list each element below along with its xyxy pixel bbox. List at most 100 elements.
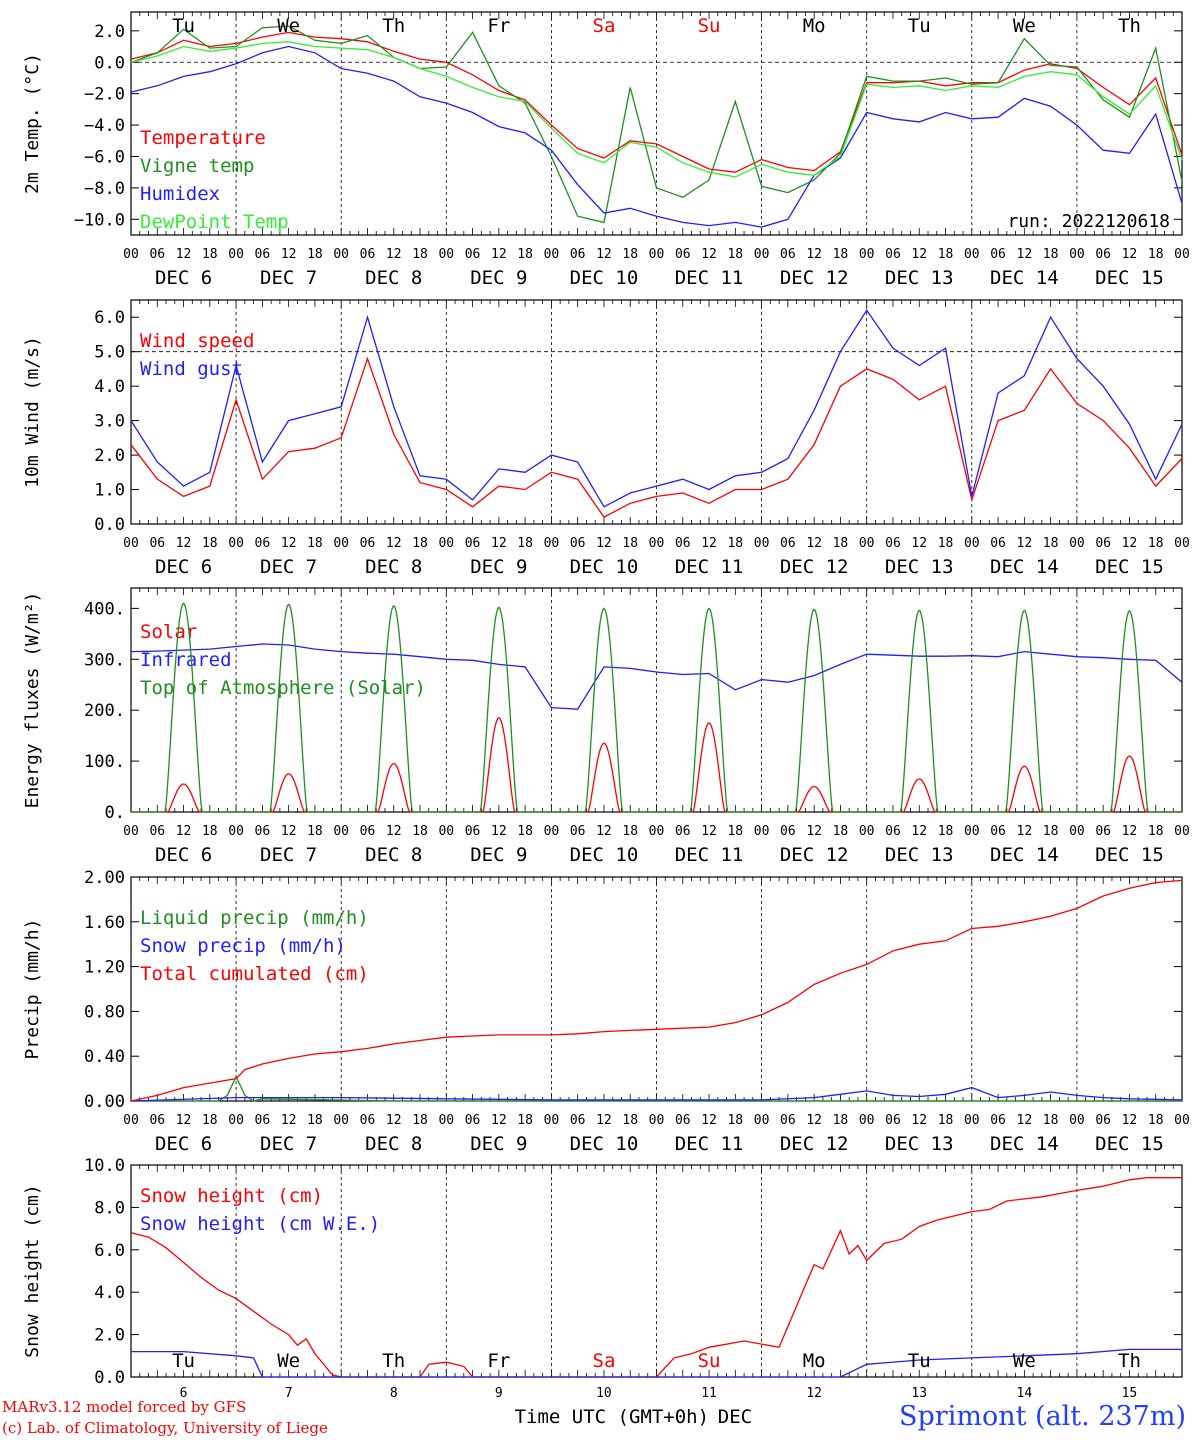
x-day-label: DEC 15 bbox=[1095, 1133, 1164, 1155]
y-tick-label: 0.80 bbox=[84, 1002, 125, 1022]
x-day-label: DEC 13 bbox=[885, 267, 954, 289]
y-tick-label: 0.0 bbox=[94, 515, 125, 535]
y-tick-label: 2.0 bbox=[94, 22, 125, 42]
x-hour-label: 12 bbox=[176, 1113, 192, 1128]
x-hour-label: 12 bbox=[386, 824, 402, 839]
x-hour-label: 12 bbox=[1122, 536, 1138, 551]
y-tick-label: 1.60 bbox=[84, 913, 125, 933]
x-hour-label: 06 bbox=[465, 536, 481, 551]
x-hour-label: 12 bbox=[701, 247, 717, 262]
y-tick-label: 6.0 bbox=[94, 1241, 125, 1261]
x-hour-label: 06 bbox=[675, 824, 691, 839]
x-hour-label: 18 bbox=[307, 536, 323, 551]
x-hour-label: 00 bbox=[1174, 824, 1190, 839]
plot-frame-1 bbox=[130, 11, 1183, 236]
x-hour-label: 12 bbox=[911, 1113, 927, 1128]
x-hour-label: 00 bbox=[228, 536, 244, 551]
x-hour-label: 18 bbox=[727, 247, 743, 262]
x-hour-label: 18 bbox=[1148, 1113, 1164, 1128]
x-hour-label: 06 bbox=[255, 536, 271, 551]
x-hour-label: 00 bbox=[1069, 1113, 1085, 1128]
x-hour-label: 06 bbox=[465, 247, 481, 262]
x-hour-label: 12 bbox=[386, 247, 402, 262]
x-hour-label: 00 bbox=[754, 247, 770, 262]
x-hour-label: 00 bbox=[649, 536, 665, 551]
series-line-snow-height-cm-w-e- bbox=[131, 1348, 1182, 1378]
x-day-label: DEC 10 bbox=[570, 556, 639, 578]
x-hour-label: 12 bbox=[701, 536, 717, 551]
x-hour-label: 18 bbox=[307, 247, 323, 262]
x-hour-label: 00 bbox=[649, 824, 665, 839]
day-number: 15 bbox=[1122, 1386, 1138, 1401]
y-tick-label: −4.0 bbox=[84, 116, 125, 136]
x-hour-label: 00 bbox=[438, 247, 454, 262]
x-day-label: DEC 7 bbox=[260, 556, 317, 578]
day-number: 8 bbox=[390, 1386, 398, 1401]
x-hour-label: 00 bbox=[544, 247, 560, 262]
day-name: Tu bbox=[908, 1350, 931, 1372]
y-axis-label: Snow height (cm) bbox=[22, 1184, 43, 1357]
x-hour-label: 18 bbox=[1043, 247, 1059, 262]
x-hour-label: 00 bbox=[859, 536, 875, 551]
x-hour-label: 00 bbox=[754, 824, 770, 839]
legend-snow-precip-mm-h-: Snow precip (mm/h) bbox=[140, 935, 346, 957]
day-name: Th bbox=[382, 1350, 405, 1372]
x-hour-label: 18 bbox=[833, 1113, 849, 1128]
x-month-label: DEC bbox=[718, 1406, 752, 1428]
series-line-wind-speed bbox=[130, 356, 1183, 518]
legend-wind-speed: Wind speed bbox=[140, 330, 254, 352]
x-hour-label: 00 bbox=[544, 536, 560, 551]
x-hour-label: 00 bbox=[438, 536, 454, 551]
x-hour-label: 12 bbox=[596, 824, 612, 839]
x-day-label: DEC 6 bbox=[155, 1133, 212, 1155]
run-label: run: 2022120618 bbox=[1007, 211, 1170, 232]
x-hour-label: 18 bbox=[412, 1113, 428, 1128]
day-number: 10 bbox=[596, 1386, 612, 1401]
day-name: Tu bbox=[172, 1350, 195, 1372]
y-tick-label: 6.0 bbox=[94, 308, 125, 328]
x-hour-label: 06 bbox=[465, 824, 481, 839]
x-hour-label: 00 bbox=[228, 824, 244, 839]
day-name: We bbox=[277, 1350, 300, 1372]
x-hour-label: 12 bbox=[1017, 536, 1033, 551]
x-hour-label: 12 bbox=[1122, 1113, 1138, 1128]
x-hour-label: 12 bbox=[1017, 824, 1033, 839]
station-name: Sprimont (alt. 237m) bbox=[899, 1401, 1186, 1432]
y-tick-label: 0. bbox=[105, 803, 125, 823]
x-hour-label: 12 bbox=[281, 824, 297, 839]
legend-snow-height-cm-: Snow height (cm) bbox=[140, 1185, 323, 1207]
x-hour-label: 06 bbox=[149, 1113, 165, 1128]
x-hour-label: 00 bbox=[1174, 247, 1190, 262]
x-hour-label: 12 bbox=[491, 247, 507, 262]
legend-liquid-precip-mm-h-: Liquid precip (mm/h) bbox=[140, 907, 369, 929]
x-day-label: DEC 7 bbox=[260, 1133, 317, 1155]
day-name: Su bbox=[698, 15, 721, 37]
x-hour-label: 00 bbox=[754, 536, 770, 551]
x-hour-label: 00 bbox=[123, 824, 139, 839]
y-tick-label: 4.0 bbox=[94, 377, 125, 397]
day-number: 7 bbox=[285, 1386, 293, 1401]
x-hour-label: 06 bbox=[780, 536, 796, 551]
x-hour-label: 06 bbox=[885, 1113, 901, 1128]
x-day-label: DEC 12 bbox=[780, 1133, 849, 1155]
day-name: We bbox=[1013, 15, 1036, 37]
x-hour-label: 18 bbox=[1148, 247, 1164, 262]
x-hour-label: 06 bbox=[885, 536, 901, 551]
x-hour-label: 06 bbox=[885, 247, 901, 262]
x-hour-label: 06 bbox=[465, 1113, 481, 1128]
x-day-label: DEC 8 bbox=[365, 556, 422, 578]
y-tick-label: 0.0 bbox=[94, 1368, 125, 1388]
x-day-label: DEC 12 bbox=[780, 267, 849, 289]
x-hour-label: 12 bbox=[1017, 1113, 1033, 1128]
plot-frame-2 bbox=[130, 299, 1183, 525]
x-day-label: DEC 7 bbox=[260, 267, 317, 289]
x-hour-label: 18 bbox=[1148, 824, 1164, 839]
lab-credit: (c) Lab. of Climatology, University of L… bbox=[2, 1419, 328, 1437]
x-hour-label: 00 bbox=[964, 536, 980, 551]
x-hour-label: 18 bbox=[833, 536, 849, 551]
x-day-label: DEC 9 bbox=[470, 556, 527, 578]
x-hour-label: 18 bbox=[1043, 1113, 1059, 1128]
x-day-label: DEC 14 bbox=[990, 556, 1059, 578]
x-hour-label: 12 bbox=[281, 536, 297, 551]
x-day-label: DEC 6 bbox=[155, 844, 212, 866]
